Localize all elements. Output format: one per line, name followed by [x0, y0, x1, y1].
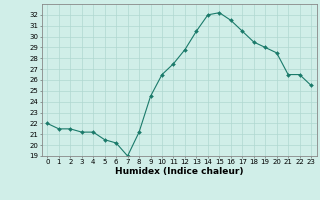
X-axis label: Humidex (Indice chaleur): Humidex (Indice chaleur) — [115, 167, 244, 176]
